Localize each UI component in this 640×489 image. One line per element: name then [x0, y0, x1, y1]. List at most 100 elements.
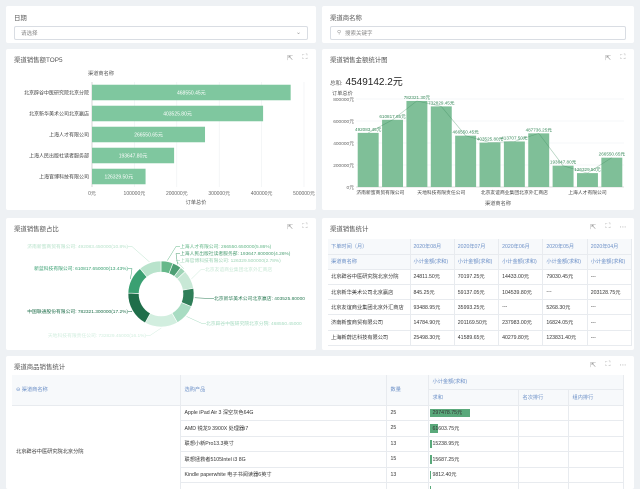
table-cell: --- — [587, 330, 633, 346]
stats-title: 渠道销售金额统计图 — [330, 57, 388, 64]
table-cell: 14784.90元 — [410, 314, 455, 331]
stats-bar — [552, 165, 574, 187]
export-icon[interactable]: ⇱ — [287, 224, 293, 231]
table-header-row: 渠道商名称 小计金额(求和) 小计金额(求和) 小计金额(求和) 小计金额(求和) 小计金… — [328, 254, 633, 270]
fullscreen-icon[interactable]: ⛶ — [605, 223, 611, 230]
top5-bar-label: 193647.80元 — [119, 154, 148, 160]
table-header-cell[interactable]: 2020年06月 — [498, 239, 544, 255]
table-header-cell[interactable]: 2020年08月 — [410, 239, 455, 255]
top5-bar — [92, 84, 291, 101]
table-header-cell[interactable]: 小计金额(求和) — [498, 254, 544, 270]
table-header-cell[interactable]: 2020年07月 — [454, 239, 500, 255]
table-header-cell[interactable]: 下单时间（月） — [328, 239, 411, 255]
top5-bar-label: 266550.65元 — [134, 133, 163, 139]
top5-bar — [92, 147, 175, 164]
table-cell: --- — [587, 314, 633, 331]
top5-x-tick: 0元 — [88, 191, 96, 197]
top5-y-tick: 北京辟谷中医研究院北京分院 — [24, 90, 89, 97]
group-rank-cell — [568, 436, 624, 452]
stats-x-tick: 天地科技有限责任公司 — [417, 189, 465, 196]
sum-data-bar — [429, 424, 438, 433]
fullscreen-icon[interactable]: ⛶ — [605, 361, 611, 368]
product-header-cell[interactable]: 选购产品 — [180, 375, 387, 406]
channel-header-cell[interactable]: ⊖ 渠道商名称 — [12, 375, 181, 406]
table-header-row: 求和 名次排行 组内排行 — [12, 389, 624, 406]
top5-bar-label: 403525.80元 — [163, 112, 192, 118]
table-cell: 93488.95元 — [410, 299, 455, 316]
sum-cell — [428, 482, 519, 489]
table-header-cell[interactable]: 小计金额(求和) — [410, 254, 455, 270]
table-cell: --- — [587, 269, 633, 286]
more-icon[interactable]: ⋯ — [619, 224, 627, 231]
top5-y-tick: 上海人才有限公司 — [49, 132, 89, 139]
table-cell: 24811.50元 — [410, 269, 455, 286]
table-row: AMD 锐龙9 3900X 处理器i7 25 61603.75元 — [12, 420, 624, 437]
stats-x-tick: 北京友谊商业集团北京外汇商店 — [481, 189, 548, 196]
share-leader-line — [191, 269, 205, 280]
table-header-cell[interactable]: 小计金额(求和) — [587, 254, 633, 270]
stats-y-tick: 200000元 — [333, 163, 354, 169]
fullscreen-icon[interactable]: ⛶ — [302, 54, 308, 61]
table-cell: --- — [542, 284, 588, 301]
table-cell: --- — [498, 299, 544, 316]
table-cell: 203128.75元 — [587, 284, 633, 301]
channel-cell: 北京辟谷中医研究院北京分院 — [12, 405, 181, 489]
stats-bar — [528, 133, 550, 187]
sum-value: 15687.25元 — [432, 456, 460, 463]
table-cell: 25498.30元 — [410, 330, 455, 346]
table-header-cell[interactable]: 渠道商名称 — [328, 254, 411, 270]
rank-cell — [518, 451, 569, 468]
table-header-cell[interactable]: 2020年05月 — [542, 239, 588, 255]
export-icon[interactable]: ⇱ — [590, 362, 596, 369]
stats-bar — [576, 173, 598, 187]
table-header-cell[interactable]: 小计金额(求和) — [454, 254, 500, 270]
share-slice-label: 天地科技有限责任公司: 732829.45000(16.1%) — [48, 332, 147, 339]
table-header-cell[interactable]: 小计金额(求和) — [542, 254, 588, 270]
product-table-title: 渠道商品销售统计 — [14, 364, 66, 371]
table-cell: 北京友谊商业集团北京外汇商店 — [328, 299, 411, 316]
export-icon[interactable]: ⇱ — [605, 55, 611, 62]
table-row: 联想小新Pro13.3英寸 13 15238.95元 — [12, 436, 624, 452]
collapse-icon[interactable]: ⊖ — [16, 387, 22, 394]
stats-bar-label: 126329.50元 — [574, 167, 601, 173]
stats-bar — [503, 141, 525, 187]
date-select[interactable]: 请选择 ⌄ — [14, 26, 308, 40]
top5-bar — [92, 105, 264, 122]
top5-title: 渠道销售额TOP5 — [14, 57, 63, 64]
stats-bar-label: 487736.25元 — [526, 127, 553, 133]
table-cell: 41589.65元 — [454, 330, 500, 346]
channel-search-input[interactable]: ⚲ 搜索关键字 — [330, 26, 626, 40]
top5-bar-label: 468550.45元 — [177, 91, 206, 97]
share-card: 渠道销售额占比 ⇱ ⛶ 上海人才有限公司: 266550.650000(5.86… — [6, 218, 316, 350]
stats-bar-label: 413707.50元 — [501, 135, 528, 141]
export-icon[interactable]: ⇱ — [590, 224, 596, 231]
qty-header-cell[interactable]: 数量 — [386, 375, 429, 406]
qty-cell: 13 — [386, 436, 429, 452]
table-row: 济南新蜜商贸有限公司 14784.90元 201169.50元 237983.00元 1… — [328, 314, 633, 331]
share-slice-label: 上海人才有限公司: 266550.650000(5.86%) — [180, 243, 272, 250]
rank-header-cell[interactable]: 名次排行 — [518, 389, 569, 406]
stats-bar-label: 610817.65元 — [379, 114, 406, 120]
rank-cell — [518, 467, 569, 483]
stats-bar-label: 782321.30元 — [404, 95, 431, 101]
stats-bar — [455, 135, 477, 187]
fullscreen-icon[interactable]: ⛶ — [302, 223, 308, 230]
table-cell: 5268.30元 — [542, 299, 588, 316]
table-cell: 123831.40元 — [542, 330, 588, 346]
share-leader-line — [128, 310, 133, 312]
export-icon[interactable]: ⇱ — [287, 55, 293, 62]
stats-bar — [601, 157, 623, 187]
channel-filter-card: 渠道商名称 ⚲ 搜索关键字 — [322, 6, 634, 43]
top5-bar — [92, 168, 146, 185]
table-cell: 201169.50元 — [454, 314, 500, 331]
sum-value: 297478.75元 — [432, 410, 463, 417]
table-header-cell[interactable]: 2020年04月 — [587, 239, 633, 255]
table-row — [12, 482, 624, 489]
fullscreen-icon[interactable]: ⛶ — [620, 54, 626, 61]
sum-header-cell[interactable]: 求和 — [428, 389, 519, 406]
group-rank-cell — [568, 420, 624, 437]
stats-bar-label: 266550.65元 — [599, 152, 626, 158]
more-icon[interactable]: ⋯ — [619, 362, 627, 369]
subtotal-group-header-cell[interactable]: 小计金额(求和) — [428, 375, 624, 390]
group-rank-header-cell[interactable]: 组内排行 — [568, 389, 624, 406]
